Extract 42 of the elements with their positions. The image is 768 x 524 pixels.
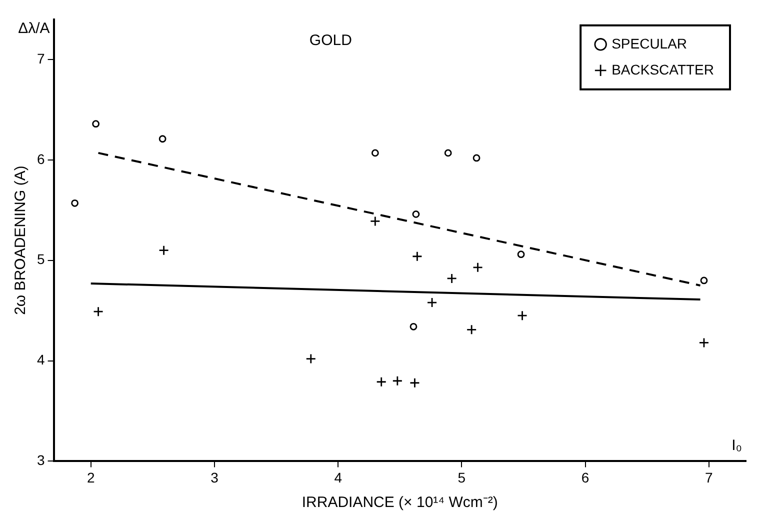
point <box>410 322 418 330</box>
point <box>517 250 525 258</box>
point <box>466 324 477 335</box>
x-tick-label: 3 <box>210 469 219 486</box>
x-tick-label: 5 <box>458 469 466 486</box>
point <box>410 378 420 388</box>
point <box>444 149 452 157</box>
point <box>446 273 458 284</box>
point <box>93 306 104 317</box>
point <box>371 149 379 157</box>
legend-label: BACKSCATTER <box>612 61 714 78</box>
text: GOLD <box>309 32 352 50</box>
annotation: I₀ <box>732 436 742 454</box>
legend-label: SPECULAR <box>612 35 688 52</box>
point <box>370 216 380 226</box>
x-tick-label: 2 <box>86 469 95 486</box>
y-tick-label: 4 <box>36 352 45 368</box>
point <box>426 297 438 308</box>
y-tick-label: 7 <box>36 50 45 66</box>
y-tick-label: 3 <box>36 452 45 468</box>
x-axis-title: IRRADIANCE (× 10¹⁴ Wcm⁻²) <box>302 494 498 512</box>
x-tick-label: 7 <box>705 469 714 486</box>
point <box>392 376 403 386</box>
point <box>412 210 420 218</box>
y-tick-label: 5 <box>36 251 45 268</box>
point <box>517 310 528 321</box>
y-axis-title: 2ω BROADENING (A) <box>12 166 30 315</box>
point <box>306 354 316 364</box>
point <box>376 376 387 388</box>
text: Δλ/A <box>18 20 50 38</box>
x-tick-label: 6 <box>581 469 590 486</box>
point <box>412 251 422 262</box>
point <box>472 154 480 162</box>
point <box>472 262 483 273</box>
point <box>700 276 708 284</box>
point <box>158 245 169 256</box>
y-tick-label: 6 <box>36 150 45 167</box>
point <box>698 338 710 348</box>
x-tick-label: 4 <box>334 469 342 486</box>
point <box>71 199 78 207</box>
point <box>92 120 100 128</box>
point <box>158 135 166 143</box>
